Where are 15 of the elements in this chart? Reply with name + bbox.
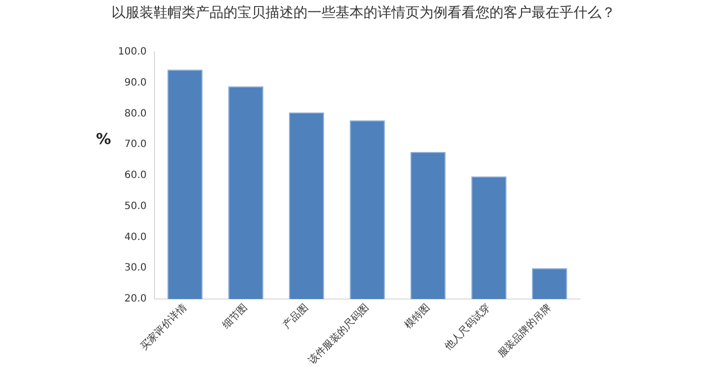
y-tick-label: 70.0 bbox=[124, 139, 147, 150]
y-tick-label: 40.0 bbox=[124, 232, 147, 243]
x-tick-label: 他人尺码试穿 bbox=[442, 302, 493, 353]
y-tick-label: 30.0 bbox=[124, 262, 147, 274]
chart-title: 以服装鞋帽类产品的宝贝描述的一些基本的详情页为例看看您的客户最在乎什么？ bbox=[110, 4, 616, 22]
y-tick-label: 50.0 bbox=[124, 200, 147, 212]
y-tick-label: 90.0 bbox=[124, 77, 147, 88]
y-tick-label: 80.0 bbox=[124, 108, 147, 120]
x-tick-label: 模特图 bbox=[402, 302, 432, 332]
x-tick-label: 细节图 bbox=[220, 302, 250, 332]
x-tick-label: 产品图 bbox=[280, 302, 310, 332]
y-tick-label: 60.0 bbox=[124, 170, 147, 182]
y-tick-label: 100.0 bbox=[118, 46, 147, 58]
y-axis-title: % bbox=[96, 130, 112, 148]
x-tick-label: 服装品牌的吊牌 bbox=[496, 302, 554, 360]
